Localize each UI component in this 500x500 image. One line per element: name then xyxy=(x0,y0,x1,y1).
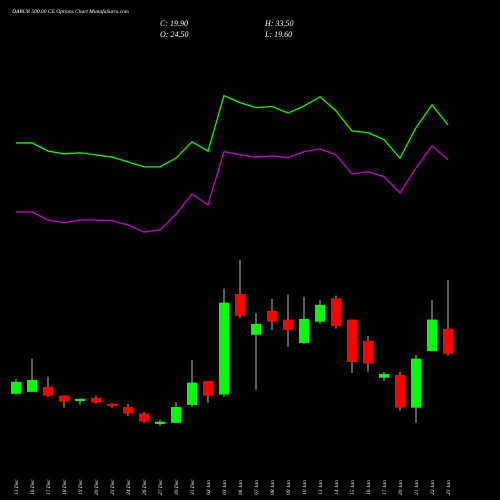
candle-body xyxy=(267,310,277,322)
candle-body xyxy=(139,413,149,422)
candle-body xyxy=(235,294,245,316)
indicator-line xyxy=(16,94,449,168)
candle-body xyxy=(299,319,309,343)
candle-body xyxy=(315,304,325,322)
x-tick-label: 20 Dec xyxy=(94,479,100,495)
x-tick-label: 03 Jan xyxy=(222,480,228,495)
candle-body xyxy=(283,319,293,330)
x-tick-label: 15 Jan xyxy=(350,480,356,495)
x-tick-label: 14 Jan xyxy=(333,480,340,495)
info-high: H: 33.50 xyxy=(264,19,293,28)
candle-body xyxy=(27,379,37,392)
x-tick-label: 20 Jan xyxy=(398,480,404,495)
candle-body xyxy=(75,398,85,402)
x-tick-label: 27 Dec xyxy=(158,479,164,495)
x-tick-label: 21 Jan xyxy=(414,480,420,495)
candle-body xyxy=(155,421,165,424)
candle-body xyxy=(59,395,69,402)
x-tick-label: 02 Jan xyxy=(206,480,212,495)
candle-body xyxy=(379,373,389,378)
x-tick-label: 31 Dec xyxy=(190,479,196,496)
candle-body xyxy=(395,375,405,408)
candle-body xyxy=(347,319,357,362)
x-tick-label: 30 Dec xyxy=(174,479,180,496)
x-tick-label: 16 Dec xyxy=(30,479,36,495)
x-tick-label: 26 Dec xyxy=(142,479,148,495)
candle-body xyxy=(443,328,453,354)
candle-body xyxy=(187,382,197,405)
x-tick-label: 22 Jan xyxy=(430,480,436,495)
candle-body xyxy=(411,358,421,408)
x-tick-label: 19 Dec xyxy=(78,479,84,495)
x-tick-label: 13 Jan xyxy=(318,480,324,495)
x-tick-label: 09 Jan xyxy=(286,480,292,495)
candle-body xyxy=(427,319,437,352)
candle-body xyxy=(107,403,117,406)
info-low: L: 19.60 xyxy=(264,30,292,39)
candle-body xyxy=(43,386,53,396)
candle-body xyxy=(219,302,229,395)
x-tick-label: 10 Jan xyxy=(302,480,308,495)
x-tick-label: 17 Jan xyxy=(382,480,388,495)
x-tick-label: 23 Dec xyxy=(110,479,116,495)
chart-title: DABUR 500.00 CE Options Chart MunafaSutr… xyxy=(11,8,129,15)
x-tick-label: 16 Jan xyxy=(366,480,372,495)
candle-body xyxy=(123,407,133,414)
info-close: C: 19.90 xyxy=(160,19,188,28)
x-tick-label: 06 Jan xyxy=(238,480,244,495)
x-tick-label: 18 Dec xyxy=(62,479,68,495)
candle-body xyxy=(251,323,261,335)
indicator-line xyxy=(16,144,449,233)
x-tick-label: 17 Dec xyxy=(46,479,52,495)
x-tick-label: 13 Dec xyxy=(14,479,20,495)
candle-body xyxy=(203,380,213,396)
candle-body xyxy=(331,298,341,327)
x-tick-label: 23 Jan xyxy=(446,480,452,495)
x-tick-label: 08 Jan xyxy=(270,480,276,495)
info-open: O: 24.50 xyxy=(160,30,188,39)
x-tick-label: 24 Dec xyxy=(125,479,132,495)
candle-body xyxy=(11,381,21,394)
candle-body xyxy=(91,397,101,403)
x-tick-label: 07 Jan xyxy=(254,480,260,495)
candle-body xyxy=(363,340,373,364)
candle-body xyxy=(171,407,181,423)
